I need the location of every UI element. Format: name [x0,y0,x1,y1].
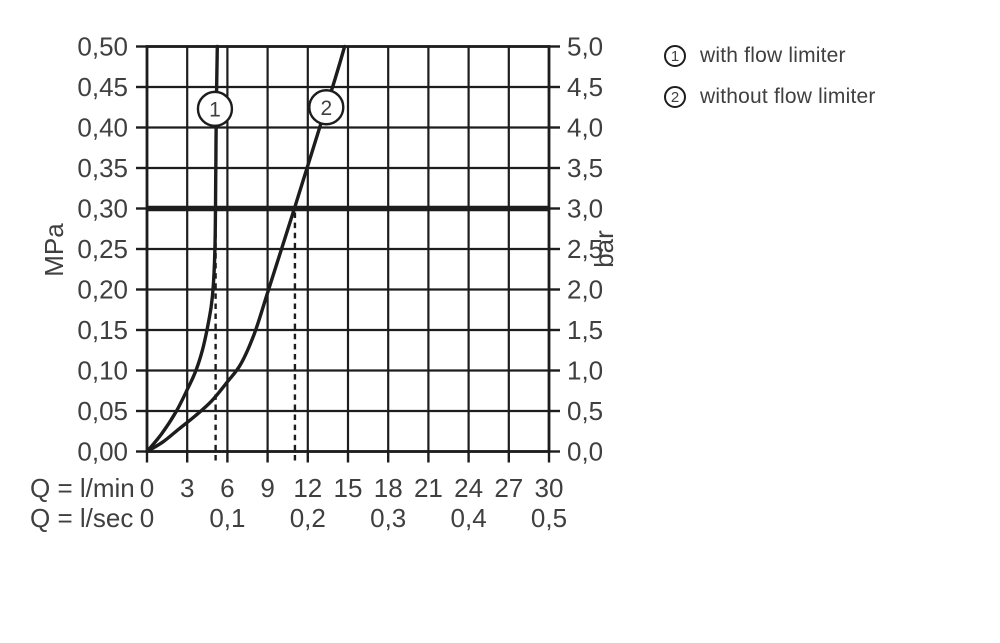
x-lsec-tick-label: 0,2 [290,503,326,533]
y-right-tick-label: 3,5 [567,153,603,183]
y-right-tick-label: 1,5 [567,315,603,345]
y-right-tick-label: 3,0 [567,194,603,224]
x-lmin-tick-label: 3 [180,473,194,503]
x-lsec-tick-label: 0,1 [209,503,245,533]
x-lmin-tick-label: 18 [374,473,403,503]
x-lmin-tick-label: 27 [494,473,523,503]
legend-circle-1-icon: 1 [664,45,686,67]
y-right-tick-label: 0,0 [567,437,603,467]
y-left-axis-unit: MPa [39,223,69,277]
x-axis-label-lmin: Q = l/min [30,473,135,503]
y-left-tick-label: 0,45 [77,72,128,102]
x-lmin-tick-label: 0 [140,473,154,503]
x-lsec-tick-label: 0 [140,503,154,533]
curve-marker-number-2: 2 [320,97,332,120]
y-left-tick-label: 0,40 [77,113,128,143]
legend: 1 with flow limiter 2 without flow limit… [664,44,876,109]
x-lmin-tick-label: 15 [334,473,363,503]
legend-item-2: 2 without flow limiter [664,85,876,109]
y-left-tick-label: 0,05 [77,396,128,426]
y-left-tick-label: 0,10 [77,356,128,386]
y-right-tick-label: 4,5 [567,72,603,102]
legend-label-2: without flow limiter [700,85,876,108]
y-right-axis-unit: bar [589,230,619,268]
y-left-tick-label: 0,15 [77,315,128,345]
x-lmin-tick-label: 12 [293,473,322,503]
y-left-tick-label: 0,30 [77,194,128,224]
y-left-tick-label: 0,35 [77,153,128,183]
x-lmin-tick-label: 30 [535,473,564,503]
x-lmin-tick-label: 6 [220,473,234,503]
y-left-tick-label: 0,50 [77,32,128,62]
curve-marker-circle-1 [196,90,234,128]
y-right-tick-label: 2,5 [567,234,603,264]
legend-item-1: 1 with flow limiter [664,44,876,68]
x-lmin-tick-label: 21 [414,473,443,503]
curve-marker-number-1: 1 [209,98,221,121]
x-lmin-tick-label: 24 [454,473,483,503]
x-axis-label-lsec: Q = l/sec [30,503,133,533]
y-right-tick-label: 0,5 [567,396,603,426]
y-right-tick-label: 1,0 [567,356,603,386]
legend-circle-2-icon: 2 [664,86,686,108]
x-lsec-tick-label: 0,4 [451,503,487,533]
x-lsec-tick-label: 0,3 [370,503,406,533]
y-left-tick-label: 0,20 [77,275,128,305]
y-right-tick-label: 4,0 [567,113,603,143]
y-right-tick-label: 5,0 [567,32,603,62]
y-right-tick-label: 2,0 [567,275,603,305]
y-left-tick-label: 0,25 [77,234,128,264]
legend-label-1: with flow limiter [700,44,846,67]
x-lmin-tick-label: 9 [260,473,274,503]
curve-1 [145,44,219,454]
x-lsec-tick-label: 0,5 [531,503,567,533]
curve-2 [145,44,347,454]
curve-marker-circle-2 [308,89,345,126]
y-left-tick-label: 0,00 [77,437,128,467]
